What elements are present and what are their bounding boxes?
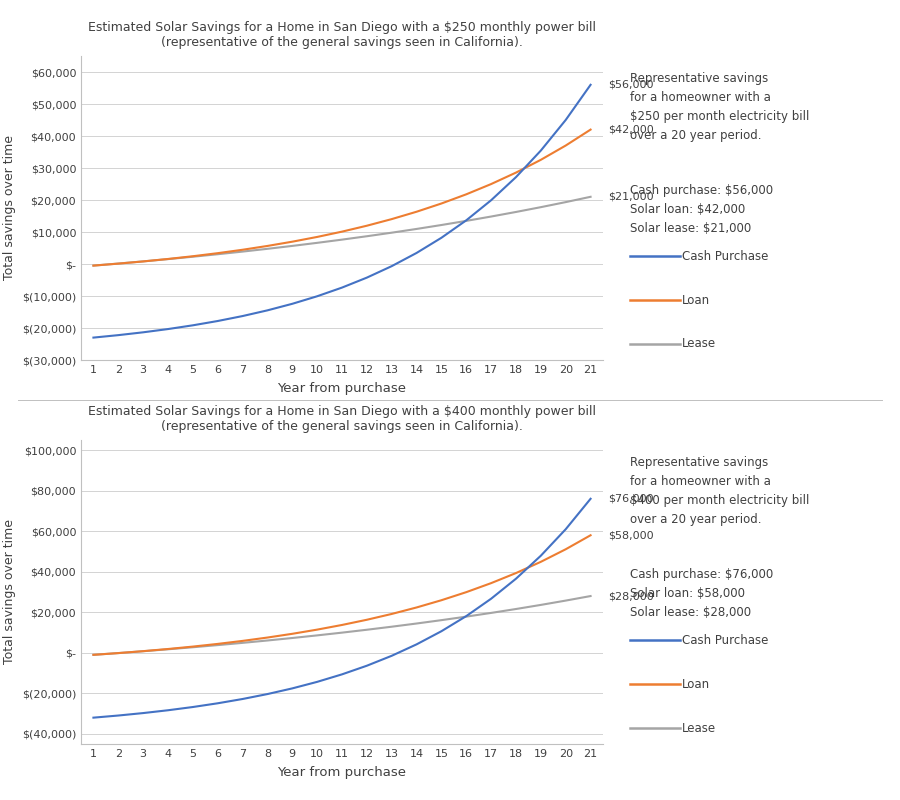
Text: Lease: Lease	[682, 722, 716, 734]
X-axis label: Year from purchase: Year from purchase	[277, 382, 407, 395]
Text: Loan: Loan	[682, 294, 710, 306]
Text: Loan: Loan	[682, 678, 710, 690]
Text: Representative savings
for a homeowner with a
$250 per month electricity bill
ov: Representative savings for a homeowner w…	[630, 72, 809, 142]
Text: $58,000: $58,000	[608, 530, 653, 540]
Text: $42,000: $42,000	[608, 125, 653, 134]
Title: Estimated Solar Savings for a Home in San Diego with a $250 monthly power bill
(: Estimated Solar Savings for a Home in Sa…	[88, 22, 596, 50]
Text: $21,000: $21,000	[608, 192, 653, 202]
Text: $76,000: $76,000	[608, 494, 653, 504]
Y-axis label: Total savings over time: Total savings over time	[4, 519, 16, 665]
Text: Representative savings
for a homeowner with a
$400 per month electricity bill
ov: Representative savings for a homeowner w…	[630, 456, 809, 526]
Text: Cash purchase: $76,000
Solar loan: $58,000
Solar lease: $28,000: Cash purchase: $76,000 Solar loan: $58,0…	[630, 568, 773, 619]
Text: Lease: Lease	[682, 338, 716, 350]
Text: $56,000: $56,000	[608, 80, 653, 90]
Text: Cash Purchase: Cash Purchase	[682, 250, 769, 262]
Text: $28,000: $28,000	[608, 591, 653, 601]
Y-axis label: Total savings over time: Total savings over time	[4, 135, 16, 281]
X-axis label: Year from purchase: Year from purchase	[277, 766, 407, 779]
Text: Cash Purchase: Cash Purchase	[682, 634, 769, 646]
Title: Estimated Solar Savings for a Home in San Diego with a $400 monthly power bill
(: Estimated Solar Savings for a Home in Sa…	[88, 406, 596, 434]
Text: Cash purchase: $56,000
Solar loan: $42,000
Solar lease: $21,000: Cash purchase: $56,000 Solar loan: $42,0…	[630, 184, 773, 235]
